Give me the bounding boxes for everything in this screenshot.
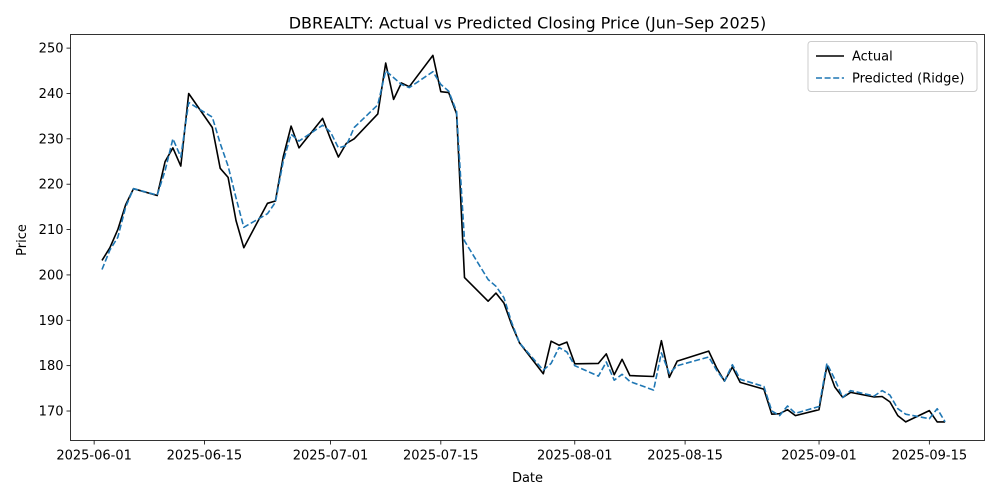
- x-tick-label: 2025-08-15: [647, 449, 723, 464]
- x-tick-label: 2025-08-01: [537, 449, 613, 464]
- y-axis-title: Price: [15, 224, 30, 256]
- y-tick-label: 200: [39, 268, 64, 283]
- y-tick-label: 180: [39, 359, 64, 374]
- y-tick-label: 170: [39, 405, 64, 420]
- plot-frame: [70, 34, 985, 441]
- chart-title: DBREALTY: Actual vs Predicted Closing Pr…: [289, 14, 767, 33]
- legend-label: Predicted (Ridge): [852, 72, 964, 87]
- series-line-predicted-ridge: [101, 70, 946, 423]
- x-tick-label: 2025-07-01: [293, 449, 369, 464]
- y-tick-label: 220: [39, 178, 64, 193]
- x-tick-label: 2025-06-01: [56, 449, 132, 464]
- series-line-actual: [101, 54, 946, 423]
- plot-area: [101, 54, 946, 423]
- x-tick-label: 2025-09-01: [781, 449, 857, 464]
- y-tick-label: 190: [39, 314, 64, 329]
- x-tick-label: 2025-09-15: [892, 449, 968, 464]
- x-tick-label: 2025-07-15: [403, 449, 479, 464]
- x-tick-label: 2025-06-15: [167, 449, 243, 464]
- y-tick-label: 240: [39, 87, 64, 102]
- y-tick-label: 250: [39, 42, 64, 57]
- y-tick-label: 230: [39, 132, 64, 147]
- legend: Actual Predicted (Ridge): [807, 41, 978, 92]
- y-tick-label: 210: [39, 223, 64, 238]
- x-axis: 2025-06-01 2025-06-15 2025-07-01 2025-07-15…: [56, 440, 968, 464]
- legend-box: [807, 41, 978, 92]
- legend-label: Actual: [852, 50, 893, 65]
- y-axis: 170 180 190 200 210 220 230 240 250: [39, 42, 71, 420]
- x-axis-title: Date: [512, 471, 543, 486]
